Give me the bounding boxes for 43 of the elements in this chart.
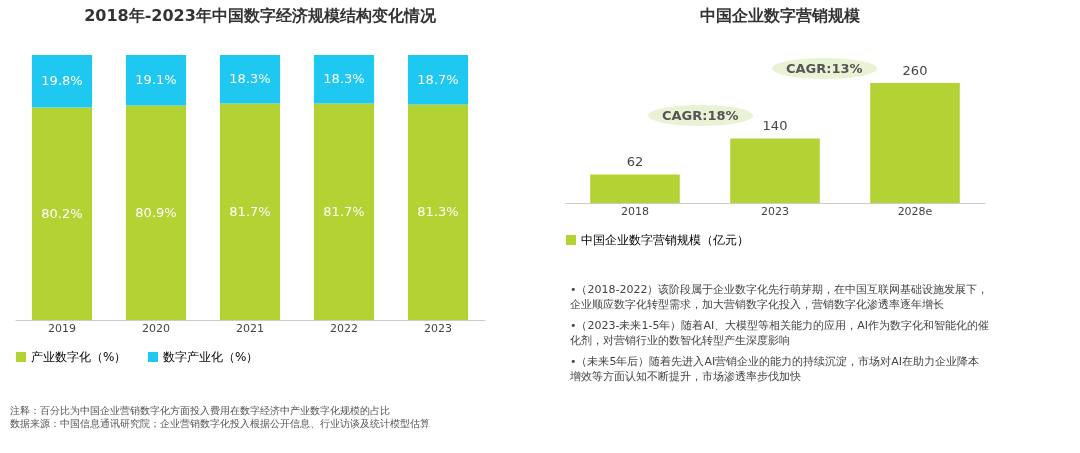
text: •（2023-未来1-5年）随着AI、大模型等相关能力的应用，AI作为数字化和智能化的催化剂，对营销行业的数智化转型产生深度影响 [570, 318, 990, 348]
data-label: 260 [902, 63, 928, 78]
x-tick-label: 2022 [330, 321, 358, 335]
x-tick-label: 2020 [142, 321, 170, 335]
annotation: CAGR:18% [648, 105, 753, 126]
data-label: 81.7% [323, 203, 365, 219]
legend-label: 中国企业数字营销规模（亿元） [581, 233, 749, 247]
data-label: 80.2% [41, 205, 83, 221]
data-label: 19.8% [41, 73, 83, 89]
data-label: 18.7% [417, 71, 459, 87]
data-label: 18.3% [323, 71, 365, 87]
bar [219, 55, 281, 104]
x-tick-label: 2021 [236, 321, 264, 335]
text: 注释：百分比为中国企业营销数字化方面投入费用在数字经济中产业数字化规模的占比 [10, 404, 391, 417]
chart-title: 中国企业数字营销规模 [699, 6, 861, 27]
data-label: 80.9% [135, 204, 177, 220]
x-tick-label: 2023 [424, 321, 452, 335]
bar [125, 105, 187, 320]
data-label: 140 [762, 118, 788, 134]
x-tick-label: 2028e [897, 204, 933, 218]
bar [407, 55, 469, 105]
text: CAGR:13% [772, 58, 877, 79]
chart-title: 2018年-2023年中国数字经济规模结构变化情况 [83, 6, 437, 27]
bar [313, 103, 375, 320]
data-label: 81.7% [229, 203, 271, 219]
bar [125, 55, 187, 106]
data-label: 62 [626, 154, 644, 170]
data-label: 18.3% [229, 71, 271, 87]
bar [219, 103, 281, 320]
bar [31, 55, 93, 108]
data-label: 19.1% [135, 72, 177, 88]
text: •（2018-2022）该阶段属于企业数字化先行萌芽期，在中国互联网基础设施发展下，企业顺应数字化转型需求，加大营销数字化投入，营销数字化渗透率逐年增长 [570, 282, 990, 312]
x-tick-label: 2019 [48, 321, 76, 335]
bar [31, 107, 93, 320]
x-tick-label: 2023 [761, 204, 789, 218]
source-note: 数据来源：中国信息通讯研究院；企业营销数字化投入根据公开信息、行业访谈及统计模型估算 [10, 417, 430, 430]
data-label: 81.3% [417, 204, 459, 220]
legend-label: 产业数字化（%） [31, 350, 127, 364]
text: •（未来5年后）随着先进入AI营销企业的能力的持续沉淀，市场对AI在助力企业降本增效等方面认知不断提升，市场渗透率步伐加快 [570, 354, 981, 384]
x-tick-label: 2018 [621, 204, 649, 218]
bar [407, 104, 469, 320]
legend-label: 数字产业化（%） [163, 350, 259, 364]
bar [313, 55, 375, 104]
